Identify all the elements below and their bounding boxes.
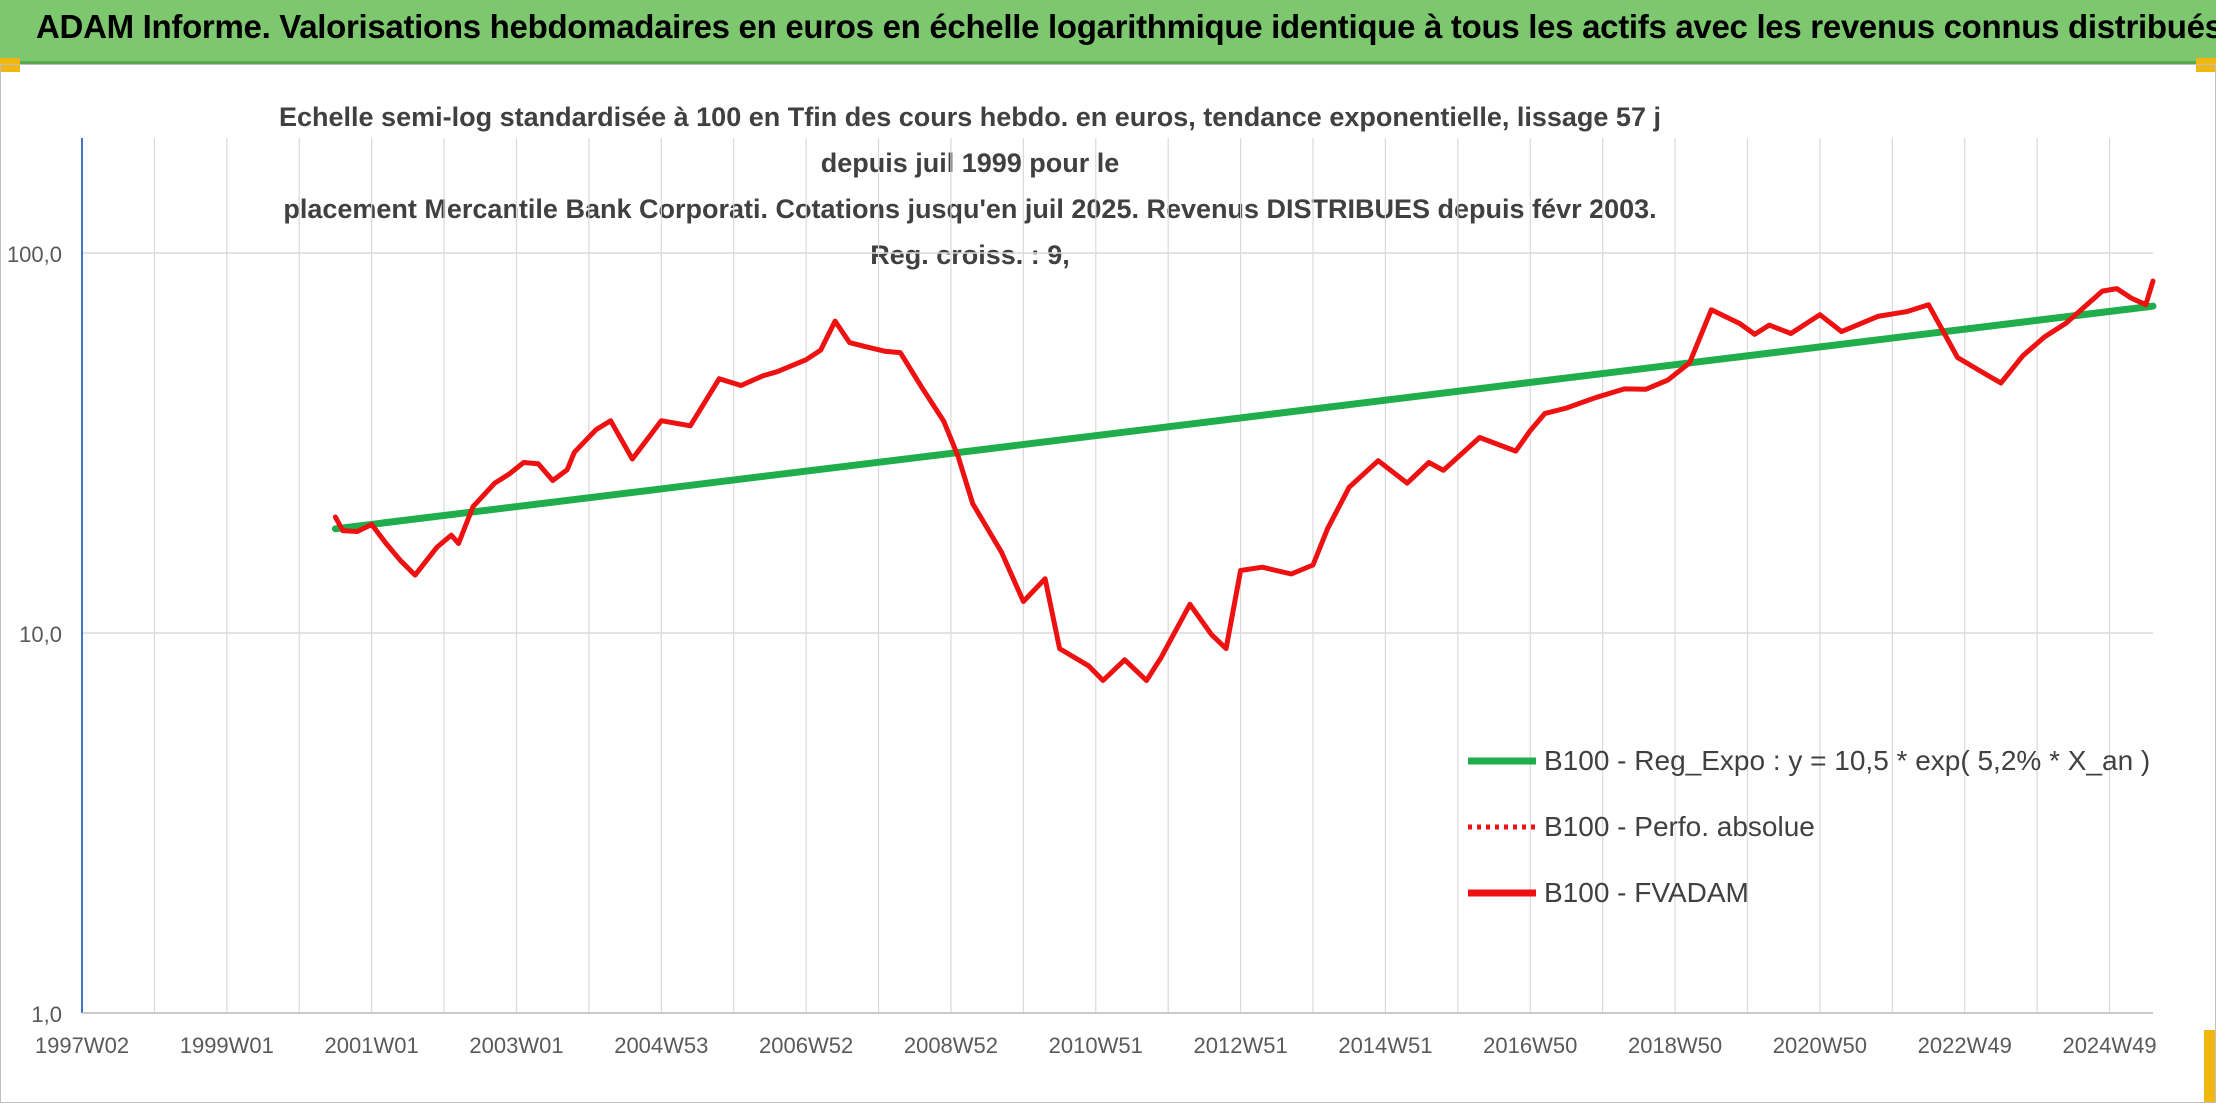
series xyxy=(331,278,2157,683)
x-tick-label: 2006W52 xyxy=(759,1033,853,1058)
corner-marker-left xyxy=(0,58,20,72)
x-tick-label: 2001W01 xyxy=(325,1033,419,1058)
chart-title-line-2: placement Mercantile Bank Corporati. Cot… xyxy=(283,194,1657,270)
legend-item-absolute: B100 - Perfo. absolue xyxy=(1466,794,2166,860)
chart-title-line-1: Echelle semi-log standardisée à 100 en T… xyxy=(279,102,1661,178)
x-tick-label: 2016W50 xyxy=(1483,1033,1577,1058)
trend-line xyxy=(331,302,2157,533)
chart-title: Echelle semi-log standardisée à 100 en T… xyxy=(260,94,1680,278)
x-tick-label: 2003W01 xyxy=(469,1033,563,1058)
legend-swatch-absolute xyxy=(1468,824,1536,830)
legend-item-fvadam: B100 - FVADAM xyxy=(1466,860,2166,926)
tick-labels: 100,0 10,0 1,0 1997W02 1999W01 2001W01 2003W01… xyxy=(7,242,2157,1058)
y-tick-label: 10,0 xyxy=(19,622,62,647)
x-tick-label: 2012W51 xyxy=(1194,1033,1288,1058)
legend-item-trend: B100 - Reg_Expo : y = 10,5 * exp( 5,2% *… xyxy=(1466,728,2166,794)
y-tick-label: 100,0 xyxy=(7,242,62,267)
x-tick-label: 2024W49 xyxy=(2062,1033,2156,1058)
legend-swatch-fvadam xyxy=(1468,889,1536,897)
legend-label-trend: B100 - Reg_Expo : y = 10,5 * exp( 5,2% *… xyxy=(1544,745,2151,776)
legend: B100 - Reg_Expo : y = 10,5 * exp( 5,2% *… xyxy=(1466,728,2166,926)
corner-marker-right xyxy=(2196,58,2216,72)
x-tick-label: 2014W51 xyxy=(1338,1033,1432,1058)
report-title: ADAM Informe. Valorisations hebdomadaire… xyxy=(36,8,2216,45)
legend-label-absolute: B100 - Perfo. absolue xyxy=(1544,811,1815,842)
x-tick-label: 2018W50 xyxy=(1628,1033,1722,1058)
x-tick-label: 2004W53 xyxy=(614,1033,708,1058)
x-tick-label: 2020W50 xyxy=(1773,1033,1867,1058)
corner-marker-bottom xyxy=(2204,1030,2216,1103)
report-banner: ADAM Informe. Valorisations hebdomadaire… xyxy=(0,0,2216,64)
x-tick-label: 1999W01 xyxy=(180,1033,274,1058)
legend-swatch-trend xyxy=(1468,757,1536,765)
x-tick-label: 2022W49 xyxy=(1918,1033,2012,1058)
legend-label-fvadam: B100 - FVADAM xyxy=(1544,877,1749,908)
y-tick-label: 1,0 xyxy=(31,1002,62,1027)
x-tick-label: 2008W52 xyxy=(904,1033,998,1058)
x-tick-label: 1997W02 xyxy=(35,1033,129,1058)
series-line-fvadam xyxy=(332,278,2156,683)
grid-lines xyxy=(82,138,2153,1014)
axes xyxy=(81,138,2153,1014)
x-tick-label: 2010W51 xyxy=(1049,1033,1143,1058)
